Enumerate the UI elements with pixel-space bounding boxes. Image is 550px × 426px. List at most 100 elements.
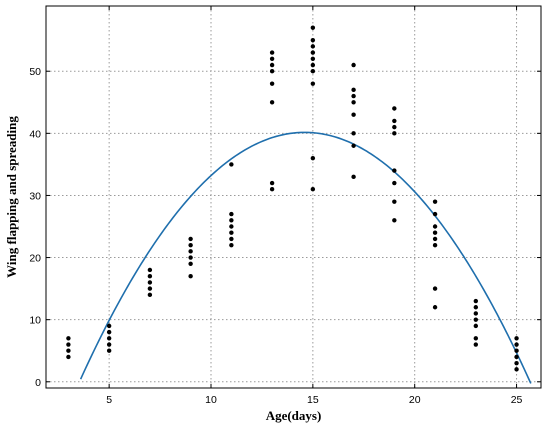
data-point — [310, 44, 316, 49]
data-point — [351, 112, 356, 117]
data-point — [514, 354, 519, 360]
data-point — [514, 360, 519, 366]
fit-curve — [79, 131, 532, 384]
data-point — [269, 62, 275, 68]
data-point — [514, 367, 519, 372]
data-point — [392, 106, 397, 111]
data-point — [392, 199, 397, 204]
data-point — [269, 81, 275, 86]
data-points-layer — [66, 25, 519, 372]
data-point — [514, 336, 519, 341]
data-point — [188, 236, 193, 242]
data-point — [310, 187, 316, 192]
data-point — [351, 93, 356, 99]
x-tick-label: 25 — [511, 394, 523, 406]
data-point — [229, 230, 234, 235]
data-point — [514, 348, 519, 353]
x-tick-label: 5 — [106, 394, 112, 406]
data-point — [269, 180, 275, 186]
data-point — [392, 118, 397, 124]
data-point — [188, 249, 193, 254]
data-point — [188, 242, 193, 248]
data-point — [147, 286, 153, 291]
data-point — [310, 155, 316, 161]
y-tick-label: 30 — [29, 190, 41, 202]
data-point — [106, 329, 112, 335]
x-tick-label: 10 — [205, 394, 217, 406]
data-point — [188, 261, 193, 266]
data-point — [188, 255, 193, 260]
data-point — [432, 286, 438, 291]
data-point — [269, 50, 275, 55]
data-point — [106, 336, 112, 341]
y-tick-label: 50 — [29, 66, 41, 78]
data-point — [473, 305, 479, 310]
data-point — [432, 224, 438, 229]
data-point — [229, 162, 234, 167]
y-axis-title: Wing flapping and spreading — [4, 116, 19, 278]
data-point — [269, 100, 275, 105]
data-point — [432, 242, 438, 248]
y-tick-label: 20 — [29, 253, 41, 265]
data-point — [473, 298, 479, 304]
data-point — [66, 354, 71, 360]
data-point — [106, 323, 112, 329]
plot-frame — [45, 5, 542, 389]
data-point — [310, 56, 316, 61]
data-point — [310, 69, 316, 74]
data-point — [66, 342, 71, 347]
data-point — [147, 273, 153, 279]
data-point — [106, 348, 112, 353]
fit-curve-layer — [79, 131, 532, 384]
data-point — [392, 218, 397, 223]
y-tick-label: 10 — [29, 315, 41, 327]
y-tick-label: 0 — [35, 377, 41, 389]
x-axis-title: Age(days) — [266, 408, 322, 423]
data-point — [392, 168, 397, 173]
data-point — [147, 292, 153, 298]
data-point — [514, 342, 519, 347]
data-point — [392, 124, 397, 130]
data-point — [269, 56, 275, 61]
data-point — [351, 62, 356, 68]
data-point — [473, 336, 479, 341]
data-point — [432, 236, 438, 242]
gridlines — [46, 6, 541, 388]
x-tick-label: 20 — [409, 394, 421, 406]
data-point — [351, 131, 356, 136]
data-point — [351, 100, 356, 105]
data-point — [66, 348, 71, 353]
data-point — [432, 199, 438, 204]
data-point — [392, 180, 397, 186]
data-point — [229, 224, 234, 229]
axis-ticks: 5 10 15 20 25 0 10 20 30 40 50 — [29, 6, 541, 406]
data-point — [473, 311, 479, 316]
data-point — [188, 273, 193, 279]
data-point — [310, 50, 316, 55]
x-tick-label: 15 — [307, 394, 319, 406]
data-point — [229, 211, 234, 217]
data-point — [351, 87, 356, 93]
data-point — [229, 236, 234, 242]
data-point — [432, 305, 438, 310]
data-point — [432, 230, 438, 235]
data-point — [310, 25, 316, 30]
data-point — [106, 342, 112, 347]
data-point — [351, 143, 356, 148]
y-tick-label: 40 — [29, 128, 41, 140]
data-point — [147, 267, 153, 273]
data-point — [66, 336, 71, 341]
data-point — [473, 342, 479, 347]
data-point — [147, 280, 153, 285]
data-point — [310, 81, 316, 86]
data-point — [269, 69, 275, 74]
data-point — [269, 187, 275, 192]
data-point — [229, 242, 234, 248]
data-point — [351, 174, 356, 180]
data-point — [473, 317, 479, 322]
data-point — [473, 323, 479, 329]
data-point — [229, 218, 234, 223]
data-point — [310, 37, 316, 43]
